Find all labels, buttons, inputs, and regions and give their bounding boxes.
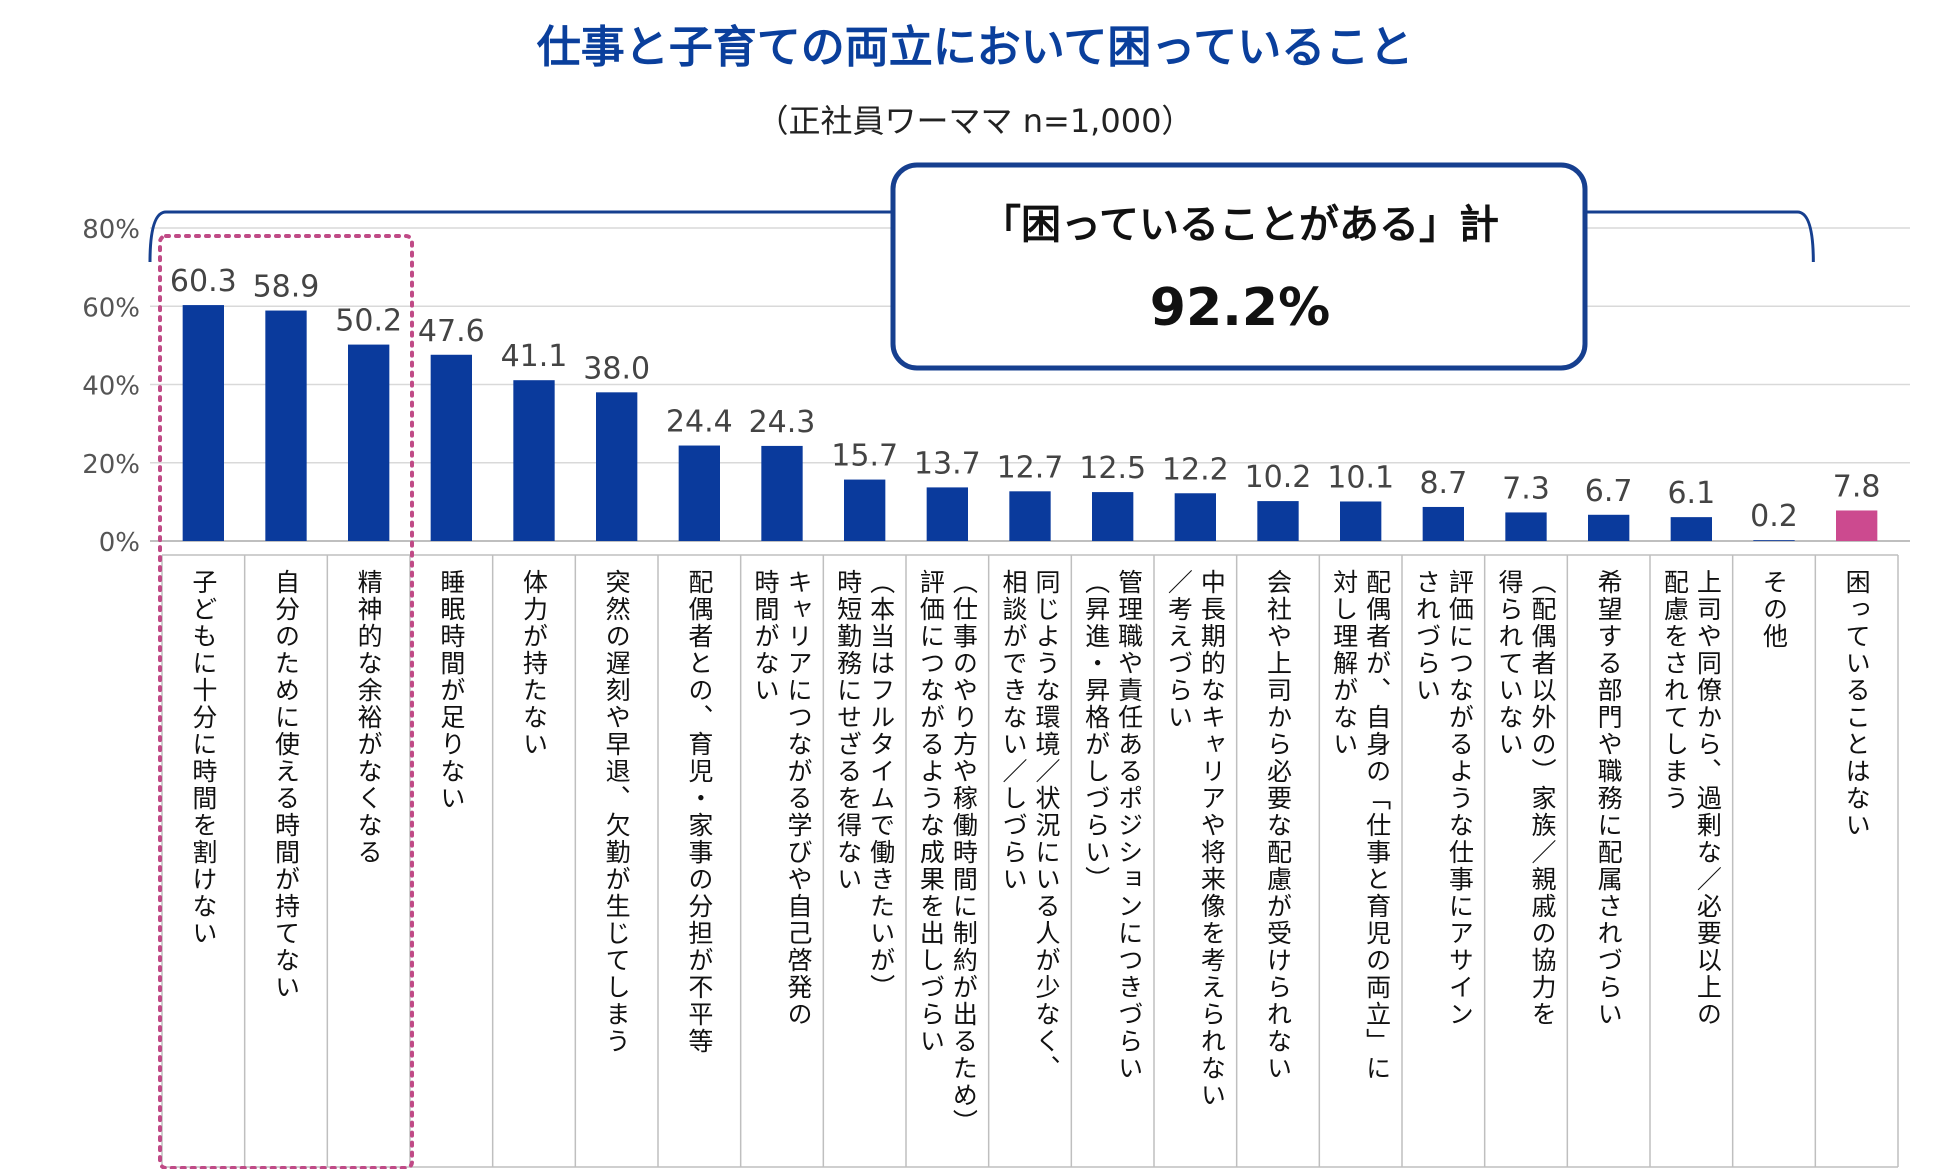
category-label: キャリアにつながる学びや自己啓発の (784, 569, 813, 1028)
highlight-box (158, 234, 414, 1169)
category-label: 配慮をされてしまう (1660, 569, 1689, 812)
bar (1174, 493, 1216, 541)
chart-title: 仕事と子育ての両立において困っていること (537, 22, 1413, 73)
bar (596, 392, 638, 541)
bar (926, 487, 968, 541)
category-label: 得られていない (1495, 569, 1524, 758)
value-label: 6.1 (1667, 476, 1715, 511)
category-label: 配偶者との、育児・家事の分担が不平等 (685, 569, 714, 1055)
category-label: （仕事のやり方や稼働時間に制約が出るため） (949, 569, 978, 1136)
callout-label: 「困っていることがある」計 (981, 202, 1499, 248)
category-label: 同じような環境／状況にいる人が少なく、 (1032, 569, 1061, 1082)
bar (1092, 492, 1134, 541)
value-label: 13.7 (914, 446, 981, 481)
category-label: 自分のために使える時間が持てない (272, 569, 301, 1001)
category-label: 希望する部門や職務に配属されづらい (1594, 569, 1623, 1028)
value-label: 38.0 (583, 351, 650, 386)
category-label: 中長期的なキャリアや将来像を考えられない (1197, 569, 1226, 1109)
y-tick-label: 60% (82, 293, 140, 323)
category-label: 対し理解がない (1330, 569, 1359, 758)
value-label: 7.3 (1502, 471, 1550, 506)
category-label: されづらい (1412, 569, 1441, 704)
chart-subtitle: （正社員ワーママ n=1,000） (757, 102, 1194, 140)
value-label: 41.1 (501, 339, 568, 374)
y-tick-label: 0% (99, 528, 140, 558)
bar (1670, 517, 1712, 541)
category-label: ／考えづらい (1164, 569, 1193, 731)
category-label: 評価につながるような成果を出しづらい (916, 569, 945, 1055)
value-label: 24.4 (666, 405, 733, 440)
category-label: 突然の遅刻や早退、欠勤が生じてしまう (602, 569, 631, 1055)
bar (1588, 514, 1630, 541)
category-label: 睡眠時間が足りない (437, 569, 466, 812)
bar (1505, 512, 1547, 541)
bar (678, 445, 720, 541)
value-label: 58.9 (253, 270, 320, 305)
value-label: 10.1 (1327, 460, 1394, 495)
value-label: 12.2 (1162, 452, 1229, 487)
value-label: 15.7 (831, 439, 898, 474)
category-label: 評価につながるような仕事にアサイン (1445, 569, 1474, 1028)
bar (182, 305, 224, 541)
category-label: 時間がない (751, 569, 780, 704)
category-label: 精神的な余裕がなくなる (354, 569, 383, 866)
bar (265, 310, 307, 541)
callout-value: 92.2% (1150, 278, 1330, 338)
bar (844, 479, 886, 541)
y-tick-label: 20% (82, 450, 140, 480)
category-label: （配偶者以外の）家族／親戚の協力を (1528, 569, 1557, 1028)
category-label: 子どもに十分に時間を割けない (189, 569, 218, 947)
category-label: 体力が持たない (520, 569, 549, 758)
value-label: 60.3 (170, 264, 237, 299)
category-label: 時短勤務にせざるを得ない (834, 569, 863, 893)
value-label: 0.2 (1750, 499, 1798, 534)
bar (513, 380, 555, 541)
bar (348, 344, 390, 541)
y-tick-label: 80% (82, 215, 140, 245)
callout-box (890, 162, 1588, 371)
category-label: 管理職や責任あるポジションにつきづらい (1115, 569, 1144, 1082)
bar (761, 445, 803, 541)
category-label: 困っていることはない (1842, 569, 1871, 839)
bar (1836, 510, 1878, 541)
category-label: （本当はフルタイムで働きたいが） (867, 569, 896, 1001)
category-label: 相談ができない／しづらい (999, 569, 1028, 893)
bar (1009, 491, 1051, 541)
value-label: 7.8 (1833, 469, 1881, 504)
bar (1753, 540, 1795, 541)
value-label: 8.7 (1419, 466, 1467, 501)
category-label: 上司や同僚から、過剰な／必要以上の (1693, 569, 1722, 1028)
category-label: 会社や上司から必要な配慮が受けられない (1264, 569, 1293, 1082)
value-label: 12.7 (997, 450, 1064, 485)
value-label: 6.7 (1585, 474, 1633, 509)
value-label: 47.6 (418, 314, 485, 349)
bar (1422, 506, 1464, 541)
category-label: （昇進・昇格がしづらい） (1082, 569, 1111, 893)
category-label: その他 (1760, 569, 1789, 650)
category-label: 配偶者が、自身の「仕事と育児の両立」に (1363, 569, 1392, 1082)
value-label: 12.5 (1079, 451, 1146, 486)
y-tick-label: 40% (82, 372, 140, 402)
value-label: 24.3 (749, 405, 816, 440)
value-label: 10.2 (1245, 460, 1312, 495)
bar (430, 354, 472, 541)
value-label: 50.2 (335, 304, 402, 339)
bar (1257, 501, 1299, 541)
bar (1340, 501, 1382, 541)
